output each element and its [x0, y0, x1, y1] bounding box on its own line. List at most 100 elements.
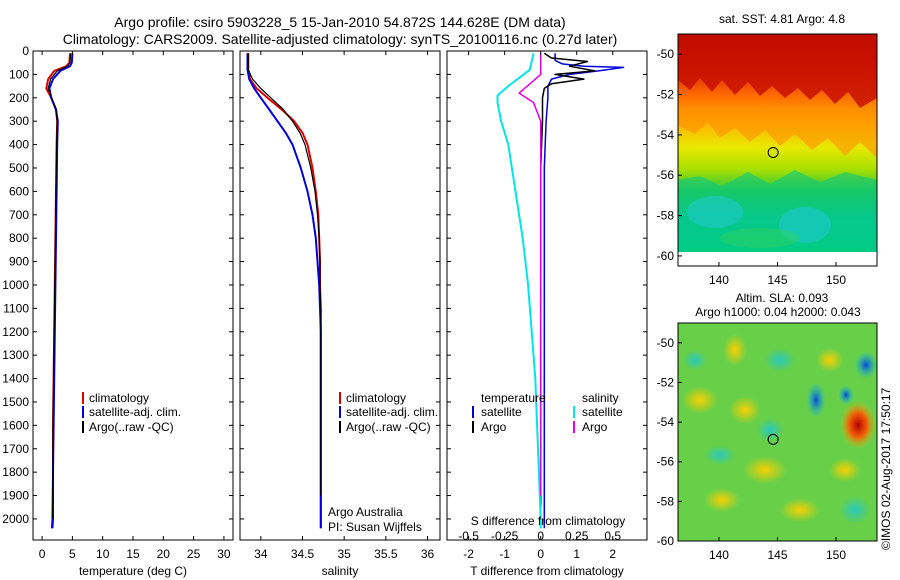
x-tick-label-s: 0.5: [604, 529, 621, 543]
legend-label-climatology: climatology: [89, 391, 149, 405]
x-tick-label-s: 0.25: [565, 529, 589, 543]
map-y-tick-label: -60: [657, 534, 675, 548]
legend-label-T-satellite: satellite: [481, 405, 522, 419]
credit-line2: PI: Susan Wijffels: [328, 520, 422, 534]
y-tick-label: 500: [9, 161, 29, 175]
map-x-tick-label: 150: [826, 548, 846, 562]
map-y-tick-label: -58: [657, 209, 675, 223]
sst-map-image: [678, 34, 877, 252]
x-tick-label: 2: [609, 547, 616, 561]
map-y-tick-label: -54: [657, 415, 675, 429]
x-tick-label: 36: [421, 547, 435, 561]
argo-position-marker: [767, 433, 779, 445]
difference-panel: -2 -1 0 1 2 -0.5 -0.25 0 0.25 0.5 T difference fro…: [446, 50, 648, 578]
map-y-tick-label: -50: [657, 336, 675, 350]
salinity-axes-frame: [239, 50, 441, 541]
legend-label-S-argo: Argo: [582, 420, 608, 434]
x-tick-label: -2: [463, 547, 474, 561]
sst-map-axes: 140 145 150 -50 -52 -54 -56 -58 -60: [657, 47, 847, 287]
x-tick-label: -1: [499, 547, 510, 561]
main-title-line2: Climatology: CARS2009. Satellite-adjuste…: [63, 31, 618, 47]
y-tick-label: 1100: [3, 301, 29, 315]
sla-map-title-line2: Argo h1000: 0.04 h2000: 0.043: [695, 305, 861, 319]
s-difference-label: S difference from climatology: [471, 514, 626, 528]
y-tick-label: 700: [9, 208, 29, 222]
x-tick-label: 0: [39, 547, 46, 561]
legend-label-climatology: climatology: [346, 391, 406, 405]
x-tick-label: 34.5: [291, 547, 315, 561]
x-tick-label: 20: [157, 547, 171, 561]
x-tick-label: 5: [69, 547, 76, 561]
map-y-tick-label: -56: [657, 168, 675, 182]
legend-label-satellite: satellite-adj. clim.: [89, 405, 181, 419]
x-tick-label: 25: [187, 547, 201, 561]
legend-header-temperature: temperature: [481, 391, 546, 405]
y-tick-label: 600: [9, 184, 29, 198]
difference-x-axis-label: T difference from climatology: [470, 564, 624, 578]
y-tick-label: 800: [9, 231, 29, 245]
series-climatology: [247, 53, 322, 529]
series-argo-raw-qc-: [47, 53, 72, 519]
map-y-tick-label: -60: [657, 249, 675, 263]
salinity-panel: 34 34.5 35 35.5 36 salinity: [239, 50, 441, 578]
x-tick-label-s: 0: [537, 529, 544, 543]
map-y-tick-label: -52: [657, 375, 675, 389]
y-tick-label: 2000: [2, 512, 29, 526]
legend-label-argo: Argo(..raw -QC): [346, 420, 431, 434]
series-satellite-adj-clim-: [246, 53, 322, 529]
x-tick-label: 0: [537, 547, 544, 561]
map-y-tick-label: -56: [657, 455, 675, 469]
y-tick-label: 100: [9, 67, 29, 81]
series-s-satellite: [496, 53, 542, 529]
legend-label-S-satellite: satellite: [582, 405, 623, 419]
y-tick-label: 1500: [2, 395, 29, 409]
map-y-tick-label: -58: [657, 494, 675, 508]
y-tick-label: 1800: [2, 465, 29, 479]
y-tick-label: 1300: [2, 348, 29, 362]
difference-legend: temperature salinity satellite Argo sate…: [471, 391, 626, 528]
y-tick-label: 1900: [2, 489, 29, 503]
legend-label-argo: Argo(..raw -QC): [89, 420, 174, 434]
series-t-argo: [539, 52, 596, 508]
argo-position-marker: [767, 146, 779, 158]
main-title-line1: Argo profile: csiro 5903228_5 15-Jan-201…: [114, 14, 565, 30]
map-y-tick-label: -50: [657, 47, 675, 61]
sla-map-axes: 140 145 150 -50 -52 -54 -56 -58 -60: [657, 336, 847, 562]
map-x-tick-label: 140: [709, 548, 729, 562]
y-tick-label: 900: [9, 255, 29, 269]
series-t-satellite: [543, 53, 625, 529]
x-tick-label: 30: [217, 547, 231, 561]
y-tick-label: 1000: [2, 278, 29, 292]
y-tick-label: 1400: [2, 372, 29, 386]
map-x-tick-label: 145: [767, 548, 787, 562]
x-tick-label: 10: [96, 547, 110, 561]
difference-axes-frame: [446, 50, 648, 541]
temperature-x-axis-label: temperature (deg C): [79, 564, 187, 578]
x-tick-label-s: -0.5: [458, 529, 479, 543]
x-tick-label: 1: [573, 547, 580, 561]
x-tick-label: 15: [126, 547, 140, 561]
y-tick-label: 200: [9, 91, 29, 105]
series-argo-raw-qc-: [247, 53, 322, 496]
y-tick-label: 300: [9, 114, 29, 128]
credit-line1: Argo Australia: [328, 505, 403, 519]
map-y-tick-label: -52: [657, 88, 675, 102]
map-x-tick-label: 145: [767, 273, 787, 287]
x-tick-label-s: -0.25: [491, 529, 519, 543]
series-s-argo: [518, 53, 542, 496]
temperature-panel: 0100200300400500600700800900100011001200…: [2, 44, 234, 578]
copyright-stamp: ©IMOS 02-Aug-2017 17:50:17: [879, 387, 893, 550]
temperature-axes-frame: [32, 50, 234, 541]
map-x-tick-label: 150: [826, 273, 846, 287]
y-tick-label: 1600: [2, 418, 29, 432]
x-tick-label: 35.5: [374, 547, 398, 561]
sla-map-image: [678, 323, 877, 541]
temperature-legend: climatology satellite-adj. clim. Argo(..…: [82, 391, 181, 434]
y-tick-label: 1700: [2, 442, 29, 456]
legend-header-salinity: salinity: [582, 391, 619, 405]
salinity-x-axis-label: salinity: [322, 564, 359, 578]
y-tick-label: 1200: [2, 325, 29, 339]
map-x-tick-label: 140: [709, 273, 729, 287]
salinity-legend: climatology satellite-adj. clim. Argo(..…: [328, 391, 438, 534]
